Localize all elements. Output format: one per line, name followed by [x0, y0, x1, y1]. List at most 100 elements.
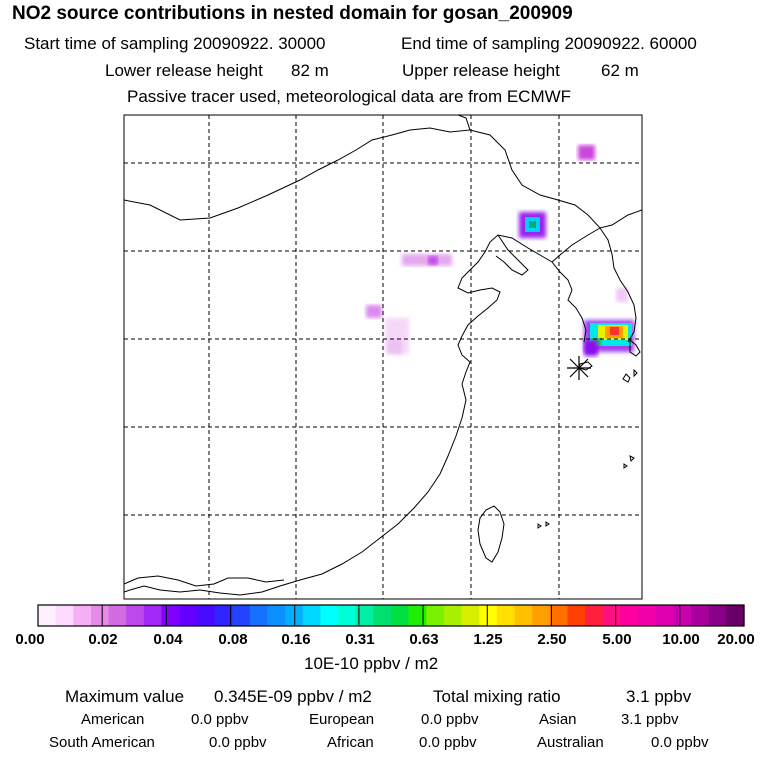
- tick-label: 0.31: [345, 631, 375, 648]
- tick-label: 0.63: [409, 631, 439, 648]
- colorbar-cell: [691, 605, 710, 626]
- colorbar-cell: [479, 605, 498, 626]
- region-value: 0.0 ppbv: [421, 711, 479, 728]
- region-name: Australian: [537, 734, 604, 751]
- concentration-plumes: [366, 145, 634, 356]
- colorbar-cell: [214, 605, 233, 626]
- colorbar-cell: [232, 605, 251, 626]
- region-name: American: [81, 711, 145, 728]
- colorbar-cell: [443, 605, 463, 626]
- tick-label: 0.08: [218, 631, 248, 648]
- max-value-label: Maximum value: [65, 687, 185, 706]
- colorbar-cell: [285, 605, 304, 626]
- colorbar-units: 10E-10 ppbv / m2: [304, 654, 439, 673]
- colorbar-cell: [73, 605, 92, 626]
- colorbar-cell: [532, 605, 551, 626]
- taiwan: [477, 505, 505, 563]
- region-value: 0.0 ppbv: [419, 734, 477, 751]
- south-china-coast: [124, 585, 281, 596]
- tracer-note: Passive tracer used, meteorological data…: [127, 87, 572, 106]
- colorbar-cell: [496, 605, 516, 626]
- colorbar-cell: [320, 605, 339, 626]
- region-name: Asian: [539, 711, 577, 728]
- coastlines: [124, 115, 642, 596]
- korea-west-coast: [551, 261, 587, 343]
- colorbar-cell: [620, 605, 639, 626]
- ryukyu-islands: [537, 455, 635, 529]
- region-value: 3.1 ppbv: [621, 711, 679, 728]
- colorbar-cell: [55, 605, 74, 626]
- plume-beijing: [402, 254, 452, 266]
- plume-north-korea: [578, 145, 595, 160]
- tick-label: 0.00: [15, 631, 45, 648]
- plume-jeju-approach: [584, 340, 598, 356]
- tick-label: 20.00: [717, 631, 755, 648]
- colorbar-cell: [408, 605, 427, 626]
- colorbar-cell: [90, 605, 110, 626]
- tick-label: 2.50: [537, 631, 567, 648]
- plume-hebei-low: [388, 340, 402, 354]
- receptor-star-icon: [567, 356, 591, 380]
- colorbar-cell: [585, 605, 604, 626]
- colorbar-cell: [338, 605, 357, 626]
- colorbar-cell: [302, 605, 321, 626]
- liaodong: [495, 234, 529, 276]
- plume-beijing-core: [428, 256, 438, 265]
- colorbar-cell: [602, 605, 622, 626]
- start-time: Start time of sampling 20090922. 30000: [24, 34, 326, 53]
- tick-label: 0.04: [153, 631, 183, 648]
- total-mixing-label: Total mixing ratio: [433, 687, 561, 706]
- map-panel: [123, 114, 643, 600]
- colorbar-cell: [708, 605, 727, 626]
- upper-release-value: 62 m: [601, 61, 639, 80]
- korea-china-border: [551, 227, 601, 263]
- colorbar-cell: [249, 605, 269, 626]
- lower-release-value: 82 m: [291, 61, 329, 80]
- tick-label: 5.00: [602, 631, 632, 648]
- colorbar: [37, 604, 745, 627]
- colorbar-cell: [267, 605, 286, 626]
- plume-northeast-core: [529, 221, 536, 228]
- colorbar-dividers: [101, 605, 681, 626]
- lat-lon-grid: [124, 115, 642, 599]
- colorbar-cell: [38, 605, 57, 626]
- upper-release-label: Upper release height: [402, 61, 560, 80]
- colorbar-cell: [726, 605, 745, 626]
- plume-korea-east: [616, 288, 628, 302]
- region-name: African: [327, 734, 374, 751]
- colorbar-cell: [514, 605, 533, 626]
- map-frame: [123, 114, 643, 600]
- colorbar-cell: [673, 605, 692, 626]
- region-value: 0.0 ppbv: [651, 734, 709, 751]
- colorbar-cell: [567, 605, 586, 626]
- colorbar-cell: [108, 605, 127, 626]
- plume-shanxi: [366, 305, 382, 318]
- colorbar-cell: [179, 605, 198, 626]
- region-name: South American: [49, 734, 155, 751]
- tick-label: 0.02: [88, 631, 118, 648]
- colorbar-cell: [143, 605, 163, 626]
- manchuria-border: [469, 129, 642, 229]
- region-value: 0.0 ppbv: [209, 734, 267, 751]
- plume-korea-red: [610, 327, 619, 335]
- max-value: 0.345E-09 ppbv / m2: [214, 687, 372, 706]
- colorbar-cell: [373, 605, 392, 626]
- colorbar-cell: [196, 605, 216, 626]
- map-title: NO2 source contributions in nested domai…: [12, 3, 573, 24]
- east-china-coast: [279, 383, 467, 587]
- colorbar-cell: [126, 605, 145, 626]
- region-name: European: [309, 711, 375, 728]
- region-value: 0.0 ppbv: [191, 711, 249, 728]
- tick-label: 10.00: [662, 631, 700, 648]
- colorbar-frame: [37, 604, 745, 627]
- colorbar-cell: [655, 605, 674, 626]
- mongolia-border: [124, 115, 471, 221]
- lower-release-label: Lower release height: [105, 61, 263, 80]
- tick-label: 1.25: [473, 631, 503, 648]
- colorbar-cell: [426, 605, 445, 626]
- colorbar-cell: [461, 605, 480, 626]
- tick-label: 0.16: [281, 631, 311, 648]
- total-mixing-value: 3.1 ppbv: [626, 687, 692, 706]
- colorbar-cells: [38, 605, 745, 626]
- colorbar-cell: [549, 605, 569, 626]
